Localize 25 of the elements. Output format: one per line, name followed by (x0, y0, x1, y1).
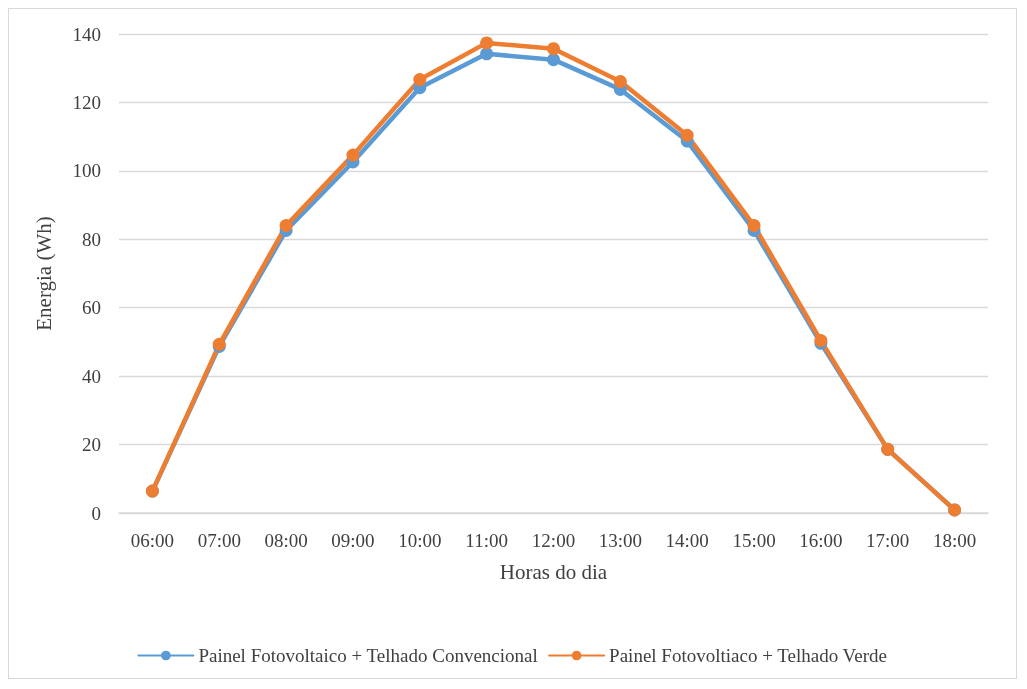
x-tick-label: 14:00 (665, 530, 709, 551)
x-tick-label: 06:00 (130, 530, 175, 551)
y-axis-title: Energia (Wh) (31, 216, 56, 331)
y-tick-label: 40 (82, 365, 101, 387)
x-axis-title: Horas do dia (499, 559, 608, 584)
x-tick-label: 16:00 (799, 530, 843, 551)
x-tick-label: 18:00 (932, 530, 977, 551)
y-tick-label: 140 (72, 23, 101, 45)
x-tick-label: 07:00 (197, 530, 241, 551)
y-tick-label: 60 (82, 297, 101, 319)
y-tick-label: 0 (91, 502, 101, 524)
x-tick-label: 10:00 (398, 530, 442, 551)
legend-label: Painel Fotovoltaico + Telhado Convencional (198, 645, 538, 666)
x-tick-label: 13:00 (598, 530, 642, 551)
x-tick-label: 12:00 (531, 530, 576, 551)
y-tick-label: 20 (82, 434, 101, 456)
legend-label: Painel Fotovoltiaco + Telhado Verde (609, 645, 887, 666)
y-tick-label: 120 (72, 91, 101, 113)
x-tick-label: 15:00 (732, 530, 776, 551)
y-tick-label: 100 (72, 160, 101, 182)
y-tick-label: 80 (82, 228, 101, 250)
x-tick-label: 17:00 (866, 530, 910, 551)
x-tick-label: 08:00 (264, 530, 308, 551)
x-tick-label: 09:00 (331, 530, 375, 551)
x-tick-label: 11:00 (465, 530, 508, 551)
